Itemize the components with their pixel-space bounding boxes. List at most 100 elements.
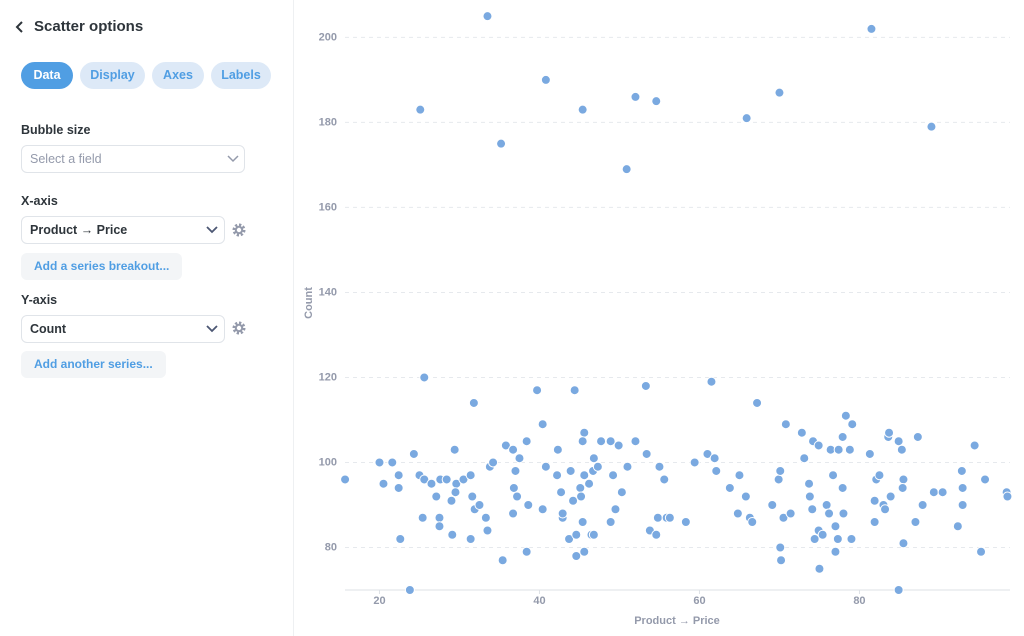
- point: [912, 431, 923, 442]
- y-tick-label: 100: [319, 456, 337, 468]
- point: [828, 470, 839, 481]
- point: [847, 419, 858, 430]
- point: [508, 508, 519, 519]
- point: [837, 482, 848, 493]
- chevron: [227, 155, 239, 163]
- point: [957, 482, 968, 493]
- point: [552, 470, 563, 481]
- point: [832, 533, 843, 544]
- point: [741, 113, 752, 124]
- point: [488, 457, 499, 468]
- point: [711, 465, 722, 476]
- tab[interactable]: Display: [80, 62, 145, 89]
- point: [474, 499, 485, 510]
- point: [584, 478, 595, 489]
- point: [734, 470, 745, 481]
- button[interactable]: Add a series breakout...: [21, 253, 183, 280]
- tab[interactable]: Axes: [152, 62, 204, 89]
- point: [773, 474, 784, 485]
- point: [482, 525, 493, 536]
- point: [824, 508, 835, 519]
- tab[interactable]: Data: [21, 62, 73, 89]
- x-tick-label: 60: [693, 595, 705, 607]
- point: [680, 516, 691, 527]
- point: [884, 427, 895, 438]
- point: [468, 397, 479, 408]
- point: [512, 491, 523, 502]
- point: [869, 495, 880, 506]
- point: [610, 504, 621, 515]
- point: [775, 465, 786, 476]
- select[interactable]: Product → Price: [21, 216, 225, 244]
- point: [450, 487, 461, 498]
- back-icon[interactable]: [14, 20, 26, 34]
- chart: Count Product → Price 80 100 120 140 160 180 2…: [303, 11, 1013, 627]
- point: [864, 448, 875, 459]
- point: [732, 508, 743, 519]
- point: [926, 121, 937, 132]
- point: [833, 444, 844, 455]
- point: [521, 436, 532, 447]
- point: [837, 431, 848, 442]
- point: [799, 453, 810, 464]
- point: [577, 436, 588, 447]
- point: [441, 474, 452, 485]
- point: [571, 550, 582, 561]
- point: [514, 453, 525, 464]
- field-label: X-axis: [21, 194, 58, 208]
- point: [521, 546, 532, 557]
- field-label: Y-axis: [21, 293, 58, 307]
- point: [869, 516, 880, 527]
- field-label: Bubble size: [21, 123, 91, 137]
- point: [937, 487, 948, 498]
- point: [817, 529, 828, 540]
- point: [508, 482, 519, 493]
- point: [724, 482, 735, 493]
- point: [910, 516, 921, 527]
- tab[interactable]: Labels: [211, 62, 271, 89]
- select[interactable]: Count: [21, 315, 225, 343]
- point: [552, 444, 563, 455]
- point: [556, 487, 567, 498]
- point: [976, 546, 987, 557]
- point: [458, 474, 469, 485]
- gear-icon[interactable]: [231, 320, 247, 336]
- point: [840, 410, 851, 421]
- point: [969, 440, 980, 451]
- point: [608, 470, 619, 481]
- point: [374, 457, 385, 468]
- point: [659, 474, 670, 485]
- select[interactable]: Select a field: [21, 145, 245, 173]
- point: [557, 508, 568, 519]
- point: [537, 419, 548, 430]
- gear-icon[interactable]: [231, 222, 247, 238]
- button[interactable]: Add another series...: [21, 351, 166, 378]
- chevron: [206, 325, 218, 333]
- point: [830, 546, 841, 557]
- point: [446, 495, 457, 506]
- point: [804, 491, 815, 502]
- point: [596, 436, 607, 447]
- point: [404, 585, 415, 595]
- point: [540, 74, 551, 85]
- point: [897, 482, 908, 493]
- point: [571, 529, 582, 540]
- point: [702, 448, 713, 459]
- point: [592, 461, 603, 472]
- point: [652, 512, 663, 523]
- point: [980, 474, 991, 485]
- point: [874, 470, 885, 481]
- y-tick-label: 80: [325, 541, 337, 553]
- point: [846, 533, 857, 544]
- point: [640, 380, 651, 391]
- point: [387, 457, 398, 468]
- point: [565, 465, 576, 476]
- point: [796, 427, 807, 438]
- point: [467, 491, 478, 502]
- point: [434, 521, 445, 532]
- point: [537, 504, 548, 515]
- point: [415, 104, 426, 115]
- point: [393, 482, 404, 493]
- point: [821, 499, 832, 510]
